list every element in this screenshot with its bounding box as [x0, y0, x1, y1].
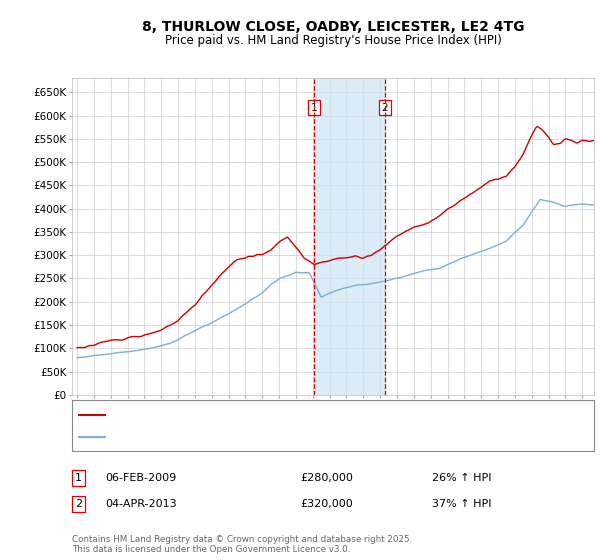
Text: 8, THURLOW CLOSE, OADBY, LEICESTER, LE2 4TG (detached house): 8, THURLOW CLOSE, OADBY, LEICESTER, LE2 …	[110, 409, 447, 419]
Text: 26% ↑ HPI: 26% ↑ HPI	[432, 473, 491, 483]
Text: £280,000: £280,000	[300, 473, 353, 483]
Text: HPI: Average price, detached house, Oadby and Wigston: HPI: Average price, detached house, Oadb…	[110, 432, 392, 442]
Text: 06-FEB-2009: 06-FEB-2009	[105, 473, 176, 483]
Text: 1: 1	[75, 473, 82, 483]
Text: Price paid vs. HM Land Registry's House Price Index (HPI): Price paid vs. HM Land Registry's House …	[164, 34, 502, 46]
Text: Contains HM Land Registry data © Crown copyright and database right 2025.
This d: Contains HM Land Registry data © Crown c…	[72, 535, 412, 554]
Bar	[314, 78, 385, 395]
Text: 2: 2	[382, 102, 388, 113]
Text: 37% ↑ HPI: 37% ↑ HPI	[432, 499, 491, 509]
Text: 04-APR-2013: 04-APR-2013	[105, 499, 176, 509]
Text: 1: 1	[311, 102, 317, 113]
Text: 8, THURLOW CLOSE, OADBY, LEICESTER, LE2 4TG: 8, THURLOW CLOSE, OADBY, LEICESTER, LE2 …	[142, 20, 524, 34]
Text: 2: 2	[75, 499, 82, 509]
Text: £320,000: £320,000	[300, 499, 353, 509]
